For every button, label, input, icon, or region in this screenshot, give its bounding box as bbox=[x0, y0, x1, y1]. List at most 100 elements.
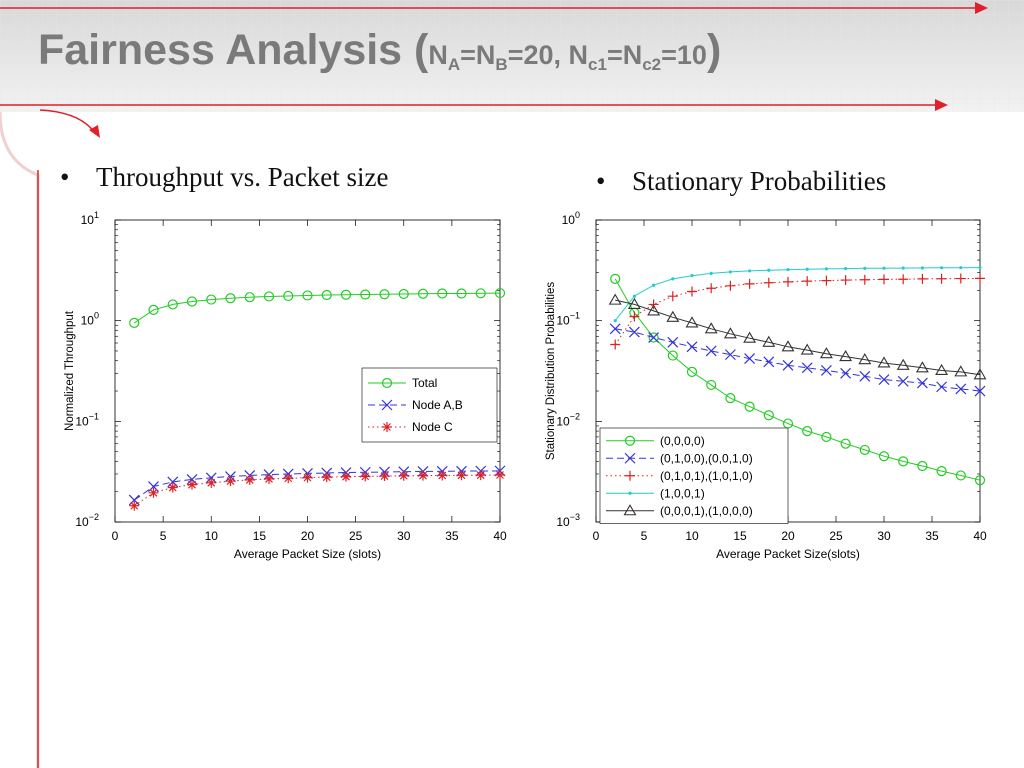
data-point bbox=[609, 323, 621, 335]
x-tick-label: 10 bbox=[205, 529, 219, 543]
data-point bbox=[802, 276, 813, 287]
data-point bbox=[379, 471, 390, 482]
data-point bbox=[690, 274, 694, 278]
legend-label: (1,0,0,1) bbox=[660, 486, 705, 500]
data-point bbox=[283, 473, 294, 484]
data-point bbox=[341, 471, 351, 482]
data-point bbox=[975, 273, 985, 284]
data-point bbox=[321, 472, 332, 483]
series-line bbox=[615, 328, 981, 392]
y-tick-label: 10−1 bbox=[556, 311, 580, 328]
data-point bbox=[936, 381, 948, 393]
series-3 bbox=[613, 265, 982, 323]
x-tick-label: 20 bbox=[301, 529, 315, 543]
data-point bbox=[935, 363, 949, 376]
data-point bbox=[666, 310, 680, 322]
y-axis-label: Stationary Distribution Probabilities bbox=[545, 282, 557, 461]
data-point bbox=[844, 267, 848, 271]
data-point bbox=[725, 393, 736, 404]
data-point bbox=[167, 482, 178, 493]
data-point bbox=[321, 289, 332, 301]
x-axis-label: Average Packet Size(slots) bbox=[716, 547, 860, 561]
data-point bbox=[705, 345, 717, 357]
legend-marker bbox=[624, 452, 636, 464]
legend-marker bbox=[628, 491, 632, 495]
data-point bbox=[824, 267, 829, 271]
x-tick-label: 5 bbox=[641, 529, 648, 543]
legend-label: (0,1,0,1),(1,0,1,0) bbox=[660, 469, 753, 483]
data-point bbox=[687, 286, 697, 297]
x-tick-label: 35 bbox=[925, 529, 939, 543]
data-point bbox=[418, 470, 428, 481]
series-0 bbox=[610, 273, 986, 486]
x-tick-label: 40 bbox=[493, 529, 507, 543]
data-point bbox=[610, 273, 621, 284]
bullet-text: Stationary Probabilities bbox=[632, 166, 887, 196]
data-point bbox=[954, 365, 968, 377]
bullet-throughput: • Throughput vs. Packet size bbox=[60, 162, 388, 193]
y-tick-label: 10−2 bbox=[75, 512, 99, 529]
data-point bbox=[840, 438, 851, 449]
data-point bbox=[728, 270, 733, 274]
data-point bbox=[955, 273, 966, 284]
data-point bbox=[244, 292, 255, 303]
data-point bbox=[744, 353, 756, 365]
y-tick-label: 100 bbox=[81, 311, 99, 328]
data-point bbox=[302, 290, 313, 301]
data-point bbox=[494, 287, 506, 299]
data-point bbox=[704, 322, 718, 334]
data-point bbox=[920, 266, 925, 270]
data-point bbox=[896, 358, 910, 370]
data-point bbox=[456, 288, 467, 299]
data-point bbox=[128, 494, 140, 506]
data-point bbox=[744, 278, 755, 289]
x-tick-label: 20 bbox=[781, 529, 795, 543]
data-point bbox=[820, 365, 832, 376]
data-point bbox=[360, 471, 371, 482]
data-point bbox=[667, 336, 679, 348]
data-point bbox=[647, 304, 661, 316]
data-point bbox=[936, 466, 947, 477]
x-tick-label: 0 bbox=[112, 529, 119, 543]
data-point bbox=[863, 266, 867, 270]
data-point bbox=[802, 425, 813, 437]
data-point bbox=[398, 470, 409, 481]
bullet-dot: • bbox=[60, 162, 70, 192]
x-tick-label: 10 bbox=[685, 529, 699, 543]
data-point bbox=[744, 401, 755, 412]
data-point bbox=[762, 335, 776, 347]
data-point bbox=[859, 274, 870, 285]
legend-marker bbox=[381, 377, 393, 389]
data-point bbox=[783, 276, 793, 287]
data-point bbox=[839, 349, 853, 362]
data-point bbox=[782, 359, 794, 371]
data-point bbox=[915, 361, 929, 373]
data-point bbox=[882, 266, 886, 270]
data-point bbox=[706, 379, 717, 391]
data-point bbox=[187, 479, 197, 490]
x-tick-label: 0 bbox=[593, 529, 600, 543]
series-0 bbox=[129, 287, 506, 329]
data-point bbox=[186, 296, 198, 307]
series-line bbox=[614, 267, 981, 322]
data-point bbox=[186, 473, 198, 485]
data-point bbox=[897, 375, 909, 387]
legend-label: Node A,B bbox=[412, 398, 463, 412]
x-tick-label: 35 bbox=[445, 529, 459, 543]
data-point bbox=[748, 269, 752, 273]
data-point bbox=[955, 470, 966, 481]
data-point bbox=[858, 353, 872, 365]
data-point bbox=[819, 347, 833, 359]
data-point bbox=[724, 349, 736, 361]
legend-marker bbox=[623, 504, 637, 516]
data-point bbox=[608, 293, 622, 305]
data-point bbox=[973, 368, 987, 380]
legend-marker bbox=[625, 470, 635, 481]
series-line bbox=[134, 470, 501, 501]
data-point bbox=[495, 470, 505, 481]
x-tick-label: 25 bbox=[829, 529, 843, 543]
data-point bbox=[264, 473, 274, 484]
data-point bbox=[340, 289, 352, 300]
data-point bbox=[878, 374, 890, 385]
